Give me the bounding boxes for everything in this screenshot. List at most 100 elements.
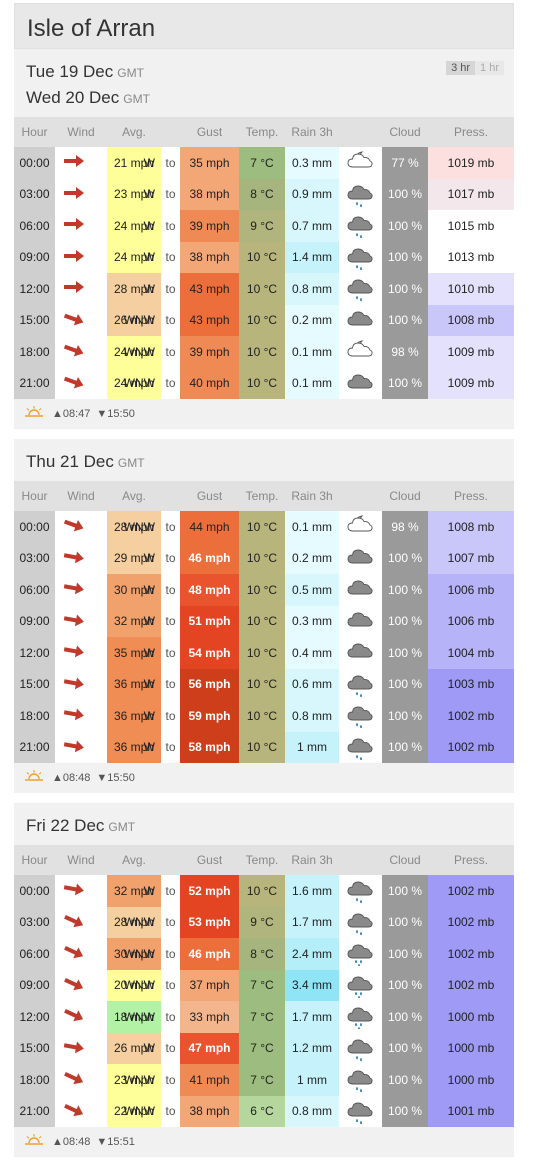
weather-icon-cell <box>339 668 382 700</box>
to-label: to <box>161 1001 180 1033</box>
weather-icon-cell <box>339 1095 382 1127</box>
wind-arrow-icon <box>63 581 85 598</box>
pressure-cell: 1013 mb <box>428 241 514 273</box>
wind-arrow-icon <box>63 914 85 931</box>
gust-cell: 38 mph <box>180 241 239 273</box>
wind-arrow-icon <box>63 1008 85 1025</box>
column-header: Avg. <box>107 481 161 511</box>
gust-cell: 52 mph <box>180 875 239 907</box>
table-header-row: Hour Wind Avg. Gust Temp. Rain 3h Cloud Press. <box>14 481 514 511</box>
wind-arrow-icon <box>63 676 85 693</box>
weather-icon-cell <box>339 574 382 606</box>
avg-wind-cell: 21 mph <box>107 147 161 179</box>
hour-cell: 00:00 <box>14 147 55 179</box>
weather-icon-cell <box>339 542 382 574</box>
column-header: Press. <box>428 117 514 147</box>
column-header: Cloud <box>382 117 428 147</box>
pressure-cell: 1006 mb <box>428 605 514 637</box>
avg-wind-cell: 24 mph <box>107 241 161 273</box>
interval-1hr-button[interactable]: 1 hr <box>475 61 504 75</box>
to-label: to <box>161 574 180 606</box>
avg-wind-cell: 30 mph <box>107 938 161 970</box>
hour-cell: 21:00 <box>14 731 55 763</box>
cloud-cover-cell: 98 % <box>382 511 428 543</box>
interval-3hr-button[interactable]: 3 hr <box>446 61 476 75</box>
wind-cell: W <box>55 637 155 669</box>
avg-wind-cell: 26 mph <box>107 304 161 336</box>
pressure-cell: 1002 mb <box>428 906 514 938</box>
to-label: to <box>161 969 180 1001</box>
partly-cloudy-night-icon <box>347 340 375 367</box>
rain-cloud-icon <box>347 279 375 304</box>
wind-arrow-icon <box>63 375 85 392</box>
wind-arrow-icon <box>63 1040 85 1057</box>
forecast-table: Hour Wind Avg. Gust Temp. Rain 3h Cloud Press. 0… <box>14 481 514 763</box>
column-header: Wind <box>55 117 107 147</box>
cloud-icon <box>347 549 375 574</box>
wind-cell: W <box>55 210 155 242</box>
heavy-rain-cloud-icon <box>347 976 375 1001</box>
forecast-table: Hour Wind Avg. Gust Temp. Rain 3h Cloud Press. 0… <box>14 117 514 399</box>
column-header: Rain 3h <box>285 845 339 875</box>
rain-cell: 1.2 mm <box>285 1032 339 1064</box>
cloud-cover-cell: 100 % <box>382 731 428 763</box>
sunrise-time: ▲08:48 <box>52 772 91 784</box>
weather-icon-cell <box>339 210 382 242</box>
weather-icon-cell <box>339 241 382 273</box>
hour-cell: 21:00 <box>14 367 55 399</box>
sunrise-icon <box>24 399 44 429</box>
wind-cell: W <box>55 542 155 574</box>
wind-arrow-icon <box>63 550 85 567</box>
day-header: Thu 21 Dec GMT <box>14 439 514 481</box>
forecast-table: Hour Wind Avg. Gust Temp. Rain 3h Cloud Press. 0… <box>14 845 514 1127</box>
rain-cell: 0.1 mm <box>285 511 339 543</box>
temperature-cell: 8 °C <box>239 178 285 210</box>
rain-cloud-icon <box>347 675 375 700</box>
wind-arrow-icon <box>63 613 85 630</box>
to-label: to <box>161 668 180 700</box>
rain-cell: 0.7 mm <box>285 210 339 242</box>
day-date-label: Fri 22 Dec <box>26 816 105 835</box>
wind-arrow-icon <box>63 186 85 203</box>
pressure-cell: 1009 mb <box>428 367 514 399</box>
gust-cell: 48 mph <box>180 574 239 606</box>
avg-wind-cell: 24 mph <box>107 367 161 399</box>
rain-cell: 0.5 mm <box>285 574 339 606</box>
forecast-days: 3 hr 1 hr Tue 19 Dec GMT Wed 20 Dec GMT Hour Wi… <box>14 49 514 1157</box>
pressure-cell: 1002 mb <box>428 731 514 763</box>
wind-cell: WNW <box>55 1064 155 1096</box>
sunrise-icon <box>24 1127 44 1157</box>
sunrise-time: ▲08:48 <box>52 1136 91 1148</box>
rain-cloud-icon <box>347 881 375 906</box>
day-date: Fri 22 Dec GMT <box>26 813 502 839</box>
cloud-cover-cell: 100 % <box>382 637 428 669</box>
temperature-cell: 10 °C <box>239 700 285 732</box>
wind-cell: WNW <box>55 938 155 970</box>
to-label: to <box>161 511 180 543</box>
gust-cell: 43 mph <box>180 304 239 336</box>
hour-cell: 03:00 <box>14 542 55 574</box>
cloud-cover-cell: 100 % <box>382 1032 428 1064</box>
temperature-cell: 10 °C <box>239 241 285 273</box>
hour-cell: 00:00 <box>14 875 55 907</box>
weather-icon-cell <box>339 969 382 1001</box>
weather-icon-cell <box>339 875 382 907</box>
temperature-cell: 10 °C <box>239 574 285 606</box>
pressure-cell: 1000 mb <box>428 1001 514 1033</box>
day-header: Fri 22 Dec GMT <box>14 803 514 845</box>
to-label: to <box>161 1095 180 1127</box>
pressure-cell: 1002 mb <box>428 875 514 907</box>
wind-arrow-icon <box>63 343 85 360</box>
cloud-cover-cell: 100 % <box>382 875 428 907</box>
avg-wind-cell: 36 mph <box>107 668 161 700</box>
to-label: to <box>161 906 180 938</box>
rain-cell: 0.4 mm <box>285 637 339 669</box>
